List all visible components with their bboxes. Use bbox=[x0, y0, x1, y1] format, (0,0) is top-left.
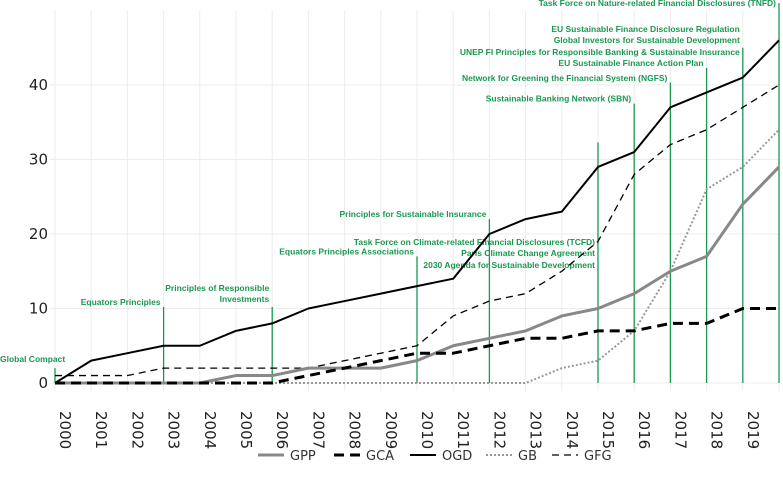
annotation-label: Equators Principles Associations bbox=[279, 246, 414, 256]
annotation-label: Global Compact bbox=[0, 354, 65, 364]
legend-label: GCA bbox=[366, 449, 394, 464]
annotation-label: 2030 Agenda for Sustainable Development bbox=[423, 260, 595, 270]
annotation-label: Global Investors for Sustainable Develop… bbox=[554, 35, 740, 45]
x-tick-label: 2007 bbox=[309, 411, 327, 449]
legend-item-gfg: GFG bbox=[552, 449, 612, 464]
y-tick-label: 20 bbox=[29, 225, 48, 243]
x-tick-label: 2016 bbox=[635, 411, 653, 449]
annotation-label: Principles for Sustainable Insurance bbox=[339, 209, 486, 219]
legend-item-gb: GB bbox=[486, 449, 537, 464]
annotation-label: Network for Greening the Financial Syste… bbox=[462, 73, 668, 83]
legend-label: OGD bbox=[442, 449, 472, 464]
annotation-label: Principles of Responsible bbox=[165, 283, 269, 293]
annotation-label: Task Force on Climate-related Financial … bbox=[354, 237, 595, 247]
annotation-label: Sustainable Banking Network (SBN) bbox=[486, 94, 632, 104]
legend-item-gpp: GPP bbox=[258, 449, 316, 464]
x-tick-label: 2005 bbox=[237, 411, 255, 449]
series-line-gfg bbox=[55, 84, 780, 377]
x-tick-label: 2015 bbox=[599, 411, 617, 449]
x-tick-label: 2004 bbox=[201, 411, 219, 449]
annotation-label: EU Sustainable Finance Action Plan bbox=[558, 58, 703, 68]
x-tick-label: 2013 bbox=[527, 411, 545, 449]
x-tick-label: 2002 bbox=[128, 411, 146, 449]
series-line-gca bbox=[55, 307, 779, 385]
x-tick-label: 2020 bbox=[780, 411, 783, 449]
legend-item-gca: GCA bbox=[334, 449, 394, 464]
y-tick-label: 10 bbox=[29, 300, 48, 318]
y-tick-label: 30 bbox=[29, 151, 48, 169]
annotation-label: Investments bbox=[220, 294, 270, 304]
x-tick-label: 2006 bbox=[273, 411, 291, 449]
x-tick-label: 2019 bbox=[744, 411, 762, 449]
x-tick-label: 2008 bbox=[346, 411, 364, 449]
annotation-label: Equators Principles bbox=[81, 297, 161, 307]
x-tick-label: 2010 bbox=[418, 411, 436, 449]
legend-item-ogd: OGD bbox=[410, 449, 472, 464]
annotation-label: UNEP FI Principles for Responsible Banki… bbox=[460, 47, 740, 57]
legend-label: GFG bbox=[584, 449, 612, 464]
y-tick-label: 40 bbox=[29, 76, 48, 94]
annotation-label: Task Force on Nature-related Financial D… bbox=[539, 0, 777, 8]
x-tick-label: 2003 bbox=[165, 411, 183, 449]
x-tick-label: 2009 bbox=[382, 411, 400, 449]
legend-label: GB bbox=[518, 449, 537, 464]
x-tick-label: 2014 bbox=[563, 411, 581, 449]
x-tick-label: 2011 bbox=[454, 411, 472, 449]
annotation-label: Paris Climate Change Agreement bbox=[461, 248, 595, 258]
x-tick-label: 2017 bbox=[671, 411, 689, 449]
x-tick-label: 2012 bbox=[490, 411, 508, 449]
y-tick-label: 0 bbox=[38, 374, 48, 392]
x-tick-label: 2001 bbox=[92, 411, 110, 449]
legend-label: GPP bbox=[290, 449, 316, 464]
series-line-ogd bbox=[54, 39, 780, 384]
x-tick-label: 2018 bbox=[708, 411, 726, 449]
annotation-label: EU Sustainable Finance Disclosure Regula… bbox=[551, 24, 739, 34]
x-tick-label: 2000 bbox=[56, 411, 74, 449]
